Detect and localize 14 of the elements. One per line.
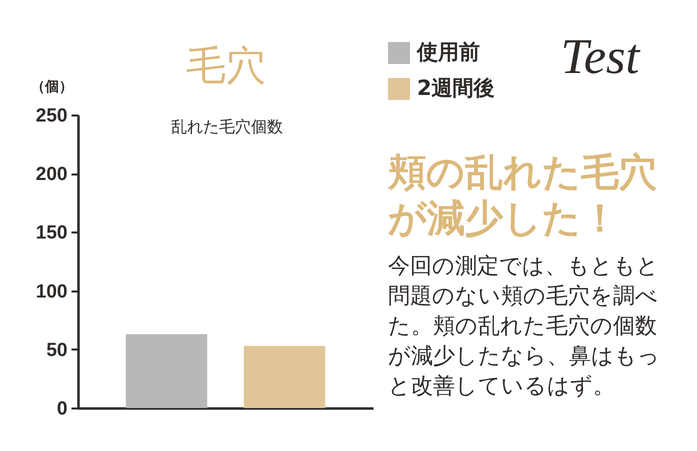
y-tick-label: 0: [56, 398, 68, 420]
legend-label: 使用前: [416, 40, 480, 64]
chart-subtitle: 乱れた毛穴個数: [171, 117, 283, 136]
text: 今回の測定では、もともと問題のない頬の毛穴を調べた。頬の乱れた毛穴の個数が減少したなら、鼻はもっと改善しているはず。: [388, 254, 660, 399]
text: 頬の乱れた毛穴が減少した！: [387, 150, 657, 240]
legend-label: 2週間後: [417, 76, 495, 100]
y-tick-label: 200: [36, 164, 68, 186]
y-tick-label: 150: [36, 222, 68, 244]
y-tick-label: 250: [36, 106, 68, 126]
y-tick-label: 50: [46, 340, 68, 361]
y-tick-label: 100: [36, 281, 68, 302]
y-axis-title: （個）: [31, 79, 73, 95]
chart-title: 毛穴: [186, 43, 266, 89]
text: Test: [560, 28, 640, 84]
